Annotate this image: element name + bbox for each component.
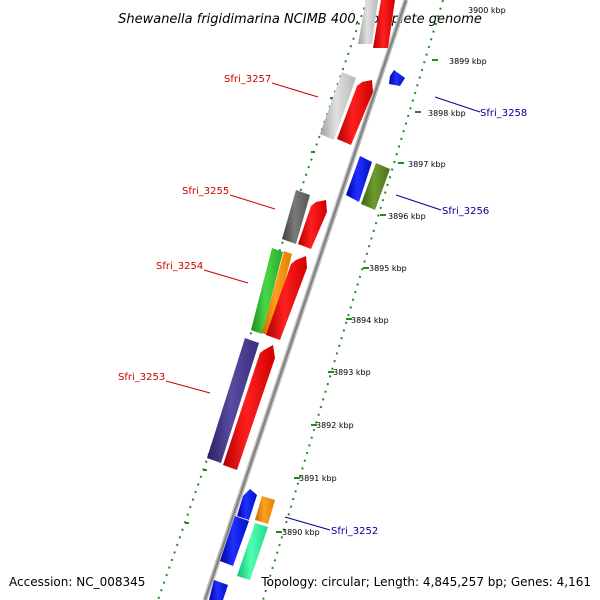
gene-olive-3256: [361, 163, 390, 210]
gene-red-top: [373, 0, 395, 48]
gene-label-sfri-3252[interactable]: Sfri_3252: [331, 526, 378, 537]
gene-labels: Sfri_3257 Sfri_3255 Sfri_3254 Sfri_3253 …: [118, 74, 527, 537]
kbp-label-3892: 3892 kbp: [316, 421, 354, 430]
gene-blue-3258: [389, 70, 405, 86]
gene-lightgray-top: [358, 0, 378, 44]
gene-blue-3256: [346, 156, 372, 202]
gene-label-sfri-3257[interactable]: Sfri_3257: [224, 74, 271, 85]
gene-blue-bottom: [209, 580, 228, 600]
gene-label-sfri-3258[interactable]: Sfri_3258: [480, 108, 527, 119]
gene-mint-3252: [237, 523, 268, 580]
gene-blue-3252a: [237, 489, 257, 520]
kbp-label-3894: 3894 kbp: [351, 316, 389, 325]
gene-indigo-3253: [207, 338, 259, 463]
gene-darkgray-3255: [282, 190, 310, 244]
gene-red-3257: [337, 80, 373, 145]
gene-green-3254: [251, 248, 283, 334]
kbp-label-3898: 3898 kbp: [428, 109, 466, 118]
kbp-label-3896: 3896 kbp: [388, 212, 426, 221]
kbp-labels: 3890 kbp 3891 kbp 3892 kbp 3893 kbp 3894…: [282, 6, 506, 537]
kbp-label-3891: 3891 kbp: [299, 474, 337, 483]
topology-text: Topology: circular; Length: 4,845,257 bp…: [260, 575, 591, 589]
kbp-label-3890: 3890 kbp: [282, 528, 320, 537]
gene-red-3255: [298, 200, 327, 249]
kbp-label-3900: 3900 kbp: [468, 6, 506, 15]
gene-red-3254: [266, 256, 307, 340]
accession-text: Accession: NC_008345: [9, 575, 145, 589]
gene-label-sfri-3255[interactable]: Sfri_3255: [182, 186, 229, 197]
kbp-label-3899: 3899 kbp: [449, 57, 487, 66]
genome-backbone-core: [204, 0, 407, 600]
gene-orange-3254: [262, 251, 292, 336]
map-title: Shewanella frigidimarina NCIMB 400, comp…: [118, 12, 482, 27]
gene-features: [207, 0, 405, 600]
gene-red-3253: [223, 345, 275, 470]
gene-lightgray-3257: [320, 72, 356, 140]
gene-label-sfri-3256[interactable]: Sfri_3256: [442, 206, 489, 217]
gene-label-sfri-3253[interactable]: Sfri_3253: [118, 372, 165, 383]
label-leaders: [165, 82, 481, 531]
tick-marks-right: [276, 59, 438, 533]
gene-orange-3252: [255, 496, 275, 524]
kbp-label-3893: 3893 kbp: [333, 368, 371, 377]
kbp-label-3897: 3897 kbp: [408, 160, 446, 169]
gene-label-sfri-3254[interactable]: Sfri_3254: [156, 261, 203, 272]
kbp-label-3895: 3895 kbp: [369, 264, 407, 273]
gene-blue-3252b: [220, 516, 249, 566]
outer-dotted-guide-right: [262, 0, 444, 600]
